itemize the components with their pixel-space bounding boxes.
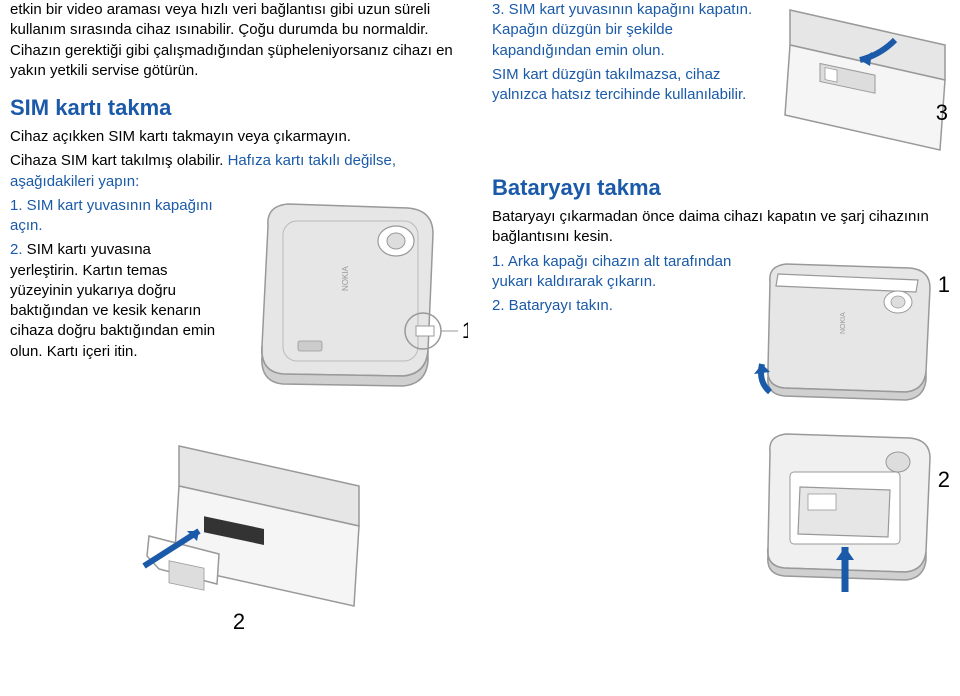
svg-text:NOKIA: NOKIA [840,311,847,333]
bstep2-num: 2. [492,297,505,314]
step3-num: 3. [492,1,505,18]
sim-insert-icon [109,426,369,626]
figure-label-3: 3 [936,100,948,126]
left-column: etkin bir video araması veya hızlı veri … [10,0,468,696]
sim-instruction-intro: Cihaza SIM kart takılmış olabilir. Hafız… [10,151,468,192]
bstep2-text: Bataryayı takın. [505,297,613,314]
battery-illustration: NOKIA 1 2 [750,252,950,617]
battery-remove-icon: NOKIA [750,252,950,612]
sim-warning: Cihaz açıkken SIM kartı takmayın veya çı… [10,127,468,147]
sim-close-block: 3 3. SIM kart yuvasının kapağını kapatın… [492,0,950,165]
battery-steps-block: NOKIA 1 2 1. Arka kapağı cih [492,252,950,617]
step2-num: 2. [10,241,23,258]
right-column: 3 3. SIM kart yuvasının kapağını kapatın… [492,0,950,696]
sim-insert-illustration: 2 [10,426,468,631]
bstep1-text: Arka kapağı cihazın alt tarafından yukar… [492,253,731,290]
figure-label-1: 1 [462,318,468,344]
sim-close-icon [780,0,950,160]
step1-num: 1. [10,197,23,214]
step2-text: SIM kartı yuvasına yerleştirin. Kartın t… [10,241,215,359]
step1-text: SIM kart yuvasının kapağını açın. [10,197,213,234]
heading-sim: SIM kartı takma [10,95,468,121]
step3-text: SIM kart yuvasının kapağını kapatın. Kap… [492,1,752,59]
bstep1-num: 1. [492,253,505,270]
phone-back-icon: NOKIA [228,196,468,416]
svg-text:NOKIA: NOKIA [341,265,350,291]
figure-label-r2: 2 [938,467,950,493]
sim-p2a: Cihaza SIM kart takılmış olabilir. [10,152,228,169]
phone-illustration-1: NOKIA 1 [228,196,468,416]
heading-battery: Bataryayı takma [492,175,950,201]
battery-intro: Bataryayı çıkarmadan önce daima cihazı k… [492,207,950,248]
figure-label-2: 2 [233,609,245,635]
sim-close-illustration: 3 [780,0,950,165]
figure-label-r1: 1 [938,272,950,298]
sim-steps-block: NOKIA 1 1. SIM kart yuvasının kapağını a… [10,196,468,416]
intro-paragraph: etkin bir video araması veya hızlı veri … [10,0,468,81]
